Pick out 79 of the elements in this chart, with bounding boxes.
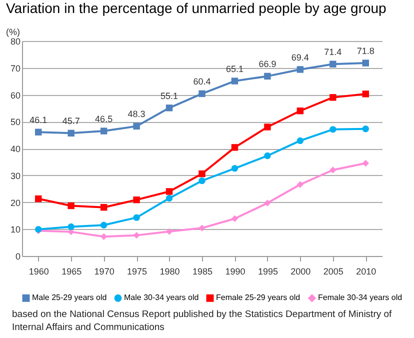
point <box>198 90 206 98</box>
point <box>198 170 206 178</box>
point <box>68 202 74 210</box>
data-label: 69.4 <box>291 52 309 62</box>
x-tick-label: 1980 <box>160 266 180 276</box>
y-tick-label: 80 <box>10 36 20 46</box>
x-tick-label: 1990 <box>225 266 246 276</box>
data-label: 45.7 <box>62 116 80 126</box>
point <box>100 233 108 240</box>
data-label: 71.4 <box>324 47 342 58</box>
point <box>296 137 304 144</box>
x-tick-label: 2005 <box>323 266 344 276</box>
x-tick-label: 1965 <box>62 266 82 276</box>
legend-label: Female 25-29 years old <box>216 293 300 302</box>
y-tick-label: 20 <box>10 198 20 208</box>
data-label: 71.8 <box>356 46 374 56</box>
x-tick-label: 1970 <box>94 266 114 276</box>
y-tick-label: 70 <box>10 63 20 74</box>
x-tick-label: 1975 <box>127 266 148 276</box>
point <box>231 78 238 84</box>
point <box>264 200 271 206</box>
point <box>231 165 238 172</box>
point <box>296 108 304 114</box>
point <box>166 194 173 202</box>
point <box>100 222 108 228</box>
point <box>330 94 336 101</box>
point <box>133 196 140 204</box>
x-tick-label: 1960 <box>28 266 49 276</box>
data-label: 60.4 <box>193 76 211 87</box>
y-tick-label: 40 <box>10 144 20 154</box>
point <box>362 60 369 66</box>
point <box>330 166 336 174</box>
y-axis-title: (%) <box>6 27 20 37</box>
point <box>330 126 336 133</box>
y-tick-label: 60 <box>10 90 20 100</box>
point <box>264 72 271 80</box>
data-label: 48.3 <box>128 109 146 120</box>
point <box>100 204 108 211</box>
point <box>133 122 140 130</box>
legend-label: Male 25-29 years old <box>32 293 107 302</box>
point <box>362 90 369 98</box>
y-tick-label: 30 <box>10 170 20 181</box>
x-tick-label: 1995 <box>258 266 278 276</box>
data-label: 46.5 <box>95 114 113 124</box>
text: based on the National Census Report published by the Statistics Department of Ministry of Internal Affairs and Communications <box>12 309 393 335</box>
point <box>264 152 271 160</box>
point <box>362 126 369 132</box>
point <box>231 144 238 151</box>
point <box>166 228 173 235</box>
x-tick-label: 2000 <box>290 266 311 276</box>
point <box>133 214 140 221</box>
point <box>35 128 42 136</box>
y-tick-label: 50 <box>10 117 20 128</box>
chart-title: Variation in the percentage of unmarried people by age group <box>6 0 387 16</box>
data-label: 46.1 <box>30 115 48 126</box>
point <box>330 60 336 68</box>
point <box>100 128 108 134</box>
point <box>231 215 238 222</box>
y-tick-label: 10 <box>10 224 20 235</box>
point <box>362 160 369 167</box>
point <box>198 177 206 184</box>
point <box>35 195 42 202</box>
y-tick-label: 0 <box>15 252 20 262</box>
point <box>296 181 304 188</box>
x-tick-label: 1985 <box>192 266 213 276</box>
point <box>198 224 206 232</box>
point <box>264 124 271 130</box>
data-label: 65.1 <box>226 64 244 74</box>
legend-label: Male 30-34 years old <box>124 293 199 302</box>
data-label: 66.9 <box>258 59 276 70</box>
point <box>68 223 74 230</box>
data-label: 55.1 <box>160 90 178 101</box>
x-tick-label: 2010 <box>356 266 376 276</box>
legend-label: Female 30-34 years old <box>318 293 402 302</box>
point <box>166 104 173 112</box>
point <box>68 130 74 137</box>
point <box>166 188 173 195</box>
point <box>296 66 304 73</box>
point <box>133 232 140 239</box>
